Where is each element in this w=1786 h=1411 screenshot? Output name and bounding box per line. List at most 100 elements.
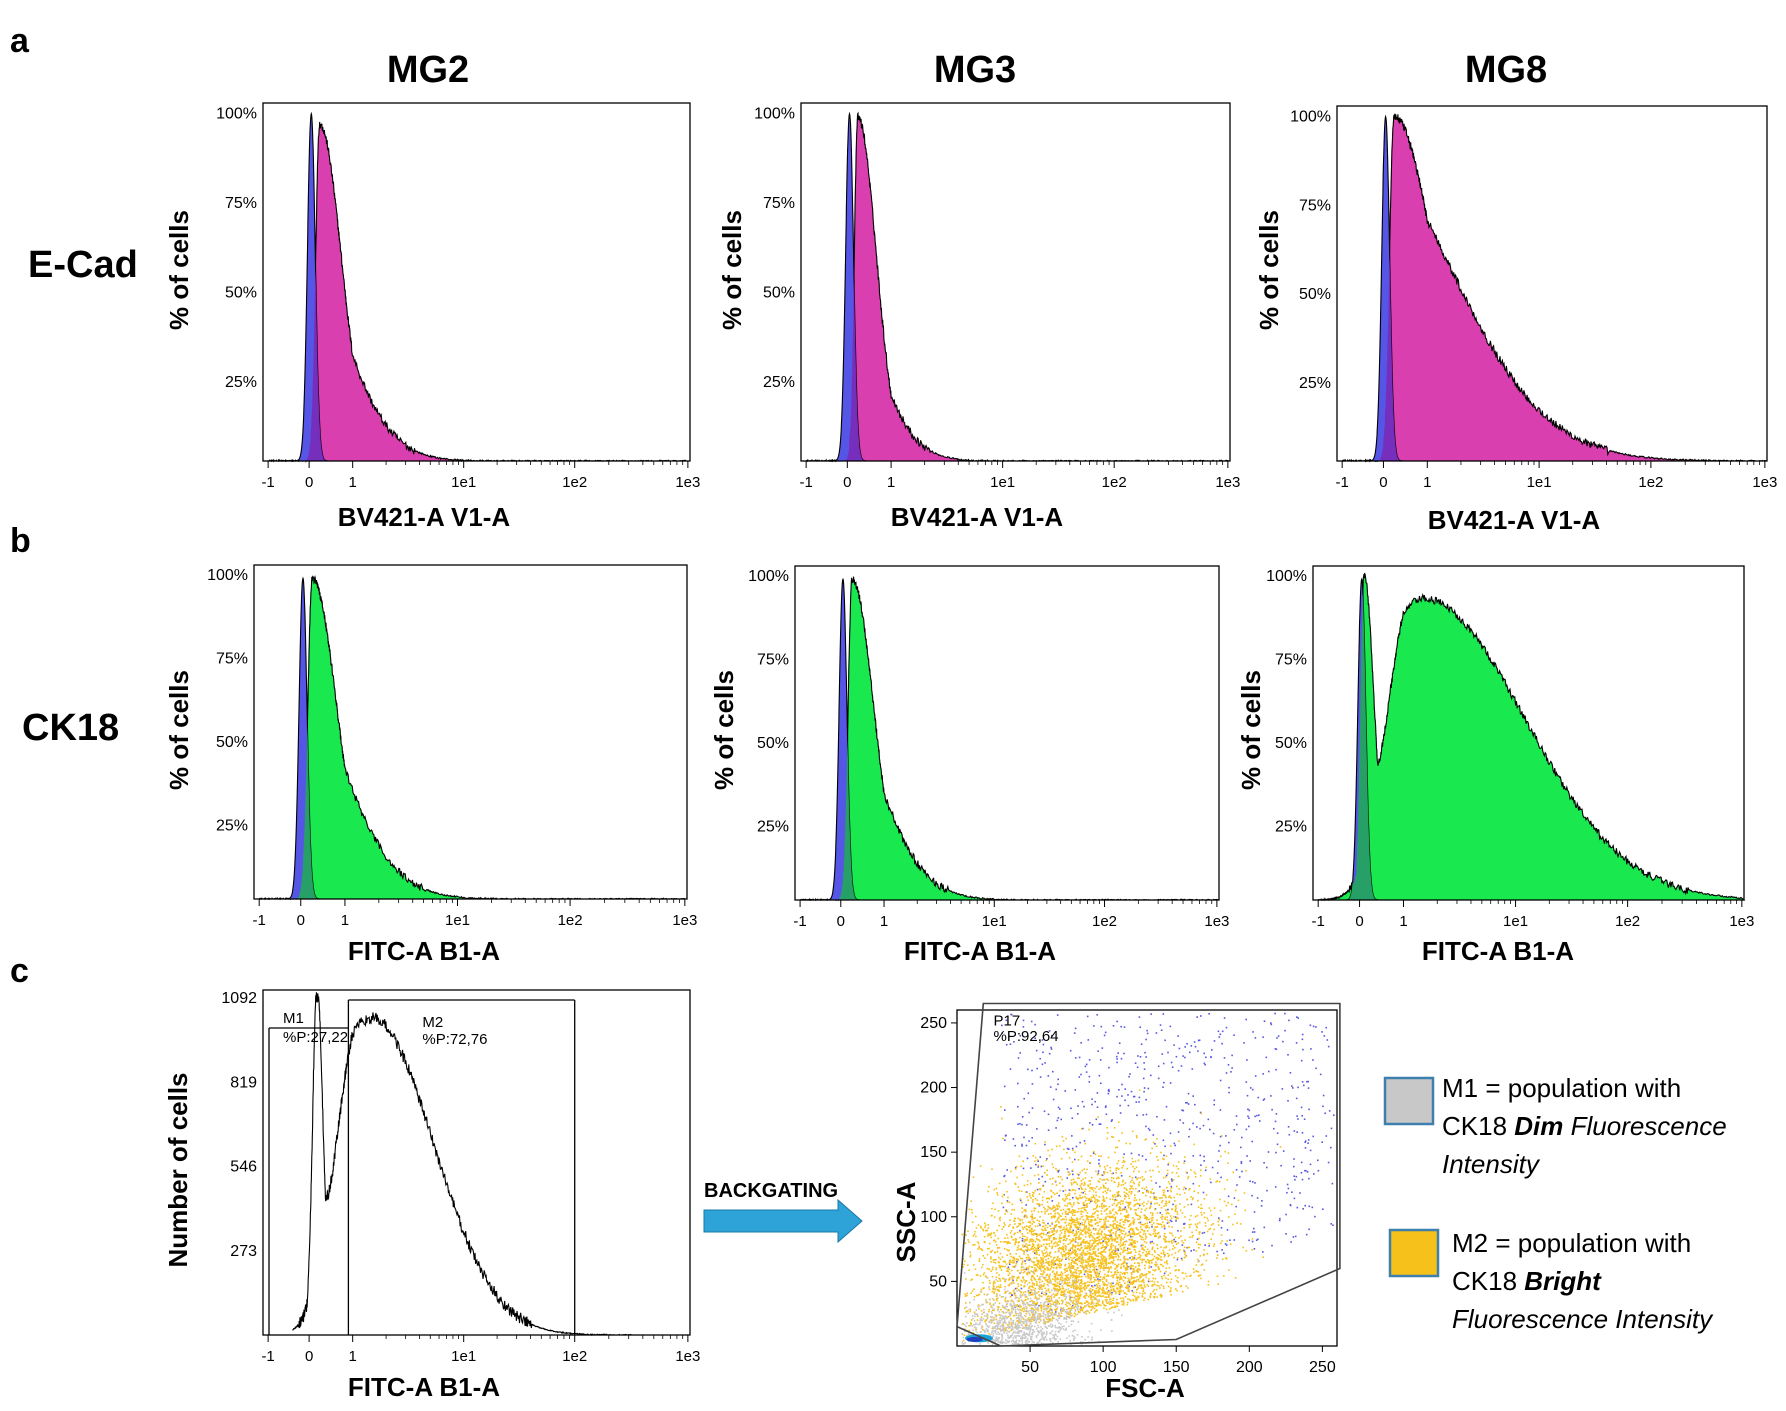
event-dot bbox=[1065, 1256, 1068, 1259]
event-dot bbox=[1073, 1032, 1076, 1034]
event-dot bbox=[1225, 1026, 1228, 1029]
event-dot bbox=[1045, 1304, 1048, 1307]
event-dot bbox=[1077, 1295, 1080, 1298]
x-tick-label: 1 bbox=[880, 913, 888, 930]
x-tick-label: 1e3 bbox=[675, 1348, 700, 1365]
x-axis-label: FITC-A B1-A bbox=[348, 936, 500, 966]
event-dot bbox=[1164, 1202, 1167, 1205]
event-dot bbox=[1014, 1294, 1017, 1297]
event-dot bbox=[1018, 1241, 1021, 1243]
event-dot bbox=[1014, 1240, 1017, 1242]
event-dot bbox=[1068, 1281, 1071, 1284]
event-dot bbox=[1322, 1094, 1325, 1097]
event-dot bbox=[1077, 1207, 1080, 1210]
event-dot bbox=[1294, 1178, 1296, 1181]
event-dot bbox=[1124, 1099, 1126, 1102]
event-dot bbox=[1029, 1238, 1031, 1241]
event-dot bbox=[1033, 1209, 1036, 1212]
event-dot bbox=[990, 1236, 993, 1239]
event-dot bbox=[1158, 1235, 1161, 1237]
event-dot bbox=[1056, 1289, 1058, 1292]
event-dot bbox=[1113, 1127, 1116, 1129]
event-dot bbox=[975, 1215, 977, 1218]
event-dot bbox=[1315, 1026, 1317, 1028]
event-dot bbox=[1151, 1259, 1153, 1262]
event-dot bbox=[1026, 1246, 1029, 1249]
event-dot bbox=[990, 1306, 992, 1308]
event-dot bbox=[1098, 1300, 1100, 1303]
event-dot bbox=[1065, 1258, 1067, 1260]
event-dot bbox=[1084, 1254, 1087, 1256]
event-dot bbox=[971, 1290, 974, 1292]
event-dot bbox=[1145, 1113, 1148, 1116]
event-dot bbox=[1020, 1165, 1022, 1168]
event-dot bbox=[1061, 1294, 1063, 1296]
event-dot bbox=[1042, 1257, 1044, 1260]
event-dot bbox=[1145, 1038, 1147, 1041]
event-dot bbox=[1032, 1217, 1035, 1220]
event-dot bbox=[1155, 1145, 1158, 1147]
event-dot bbox=[1131, 1185, 1133, 1188]
event-dot bbox=[1153, 1281, 1156, 1283]
event-dot bbox=[1191, 1236, 1193, 1238]
event-dot bbox=[980, 1248, 983, 1251]
event-dot bbox=[1029, 1229, 1031, 1232]
event-dot bbox=[1073, 1307, 1075, 1309]
event-dot bbox=[1107, 1215, 1109, 1218]
event-dot bbox=[991, 1290, 994, 1293]
event-dot bbox=[1150, 1190, 1152, 1193]
event-dot bbox=[1287, 1100, 1289, 1102]
y-axis-label: % of cells bbox=[164, 210, 194, 330]
event-dot bbox=[1101, 1179, 1104, 1181]
event-dot bbox=[1137, 1207, 1140, 1210]
event-dot bbox=[1159, 1185, 1161, 1188]
event-dot bbox=[1021, 1143, 1023, 1146]
x-tick-label: 0 bbox=[305, 1348, 313, 1365]
event-dot bbox=[1284, 1012, 1286, 1015]
event-dot bbox=[1093, 1280, 1095, 1283]
event-dot bbox=[1088, 1199, 1090, 1201]
event-dot bbox=[1131, 1191, 1133, 1193]
event-dot bbox=[1071, 1265, 1074, 1268]
y-tick-label: 50% bbox=[1299, 286, 1331, 303]
event-dot bbox=[1086, 1206, 1088, 1208]
event-dot bbox=[1168, 1196, 1170, 1198]
event-dot bbox=[1176, 1276, 1179, 1279]
event-dot bbox=[1078, 1298, 1080, 1301]
event-dot bbox=[1010, 1310, 1013, 1313]
event-dot bbox=[1096, 1198, 1099, 1201]
event-dot bbox=[1019, 1122, 1021, 1125]
event-dot bbox=[1247, 1115, 1249, 1118]
event-dot bbox=[1058, 1280, 1061, 1283]
event-dot bbox=[1090, 1199, 1092, 1201]
event-dot bbox=[1073, 1223, 1075, 1226]
event-dot bbox=[1055, 1274, 1057, 1276]
event-dot bbox=[1146, 1203, 1148, 1205]
event-dot bbox=[1206, 1253, 1209, 1255]
event-dot bbox=[1134, 1233, 1136, 1236]
event-dot bbox=[1109, 1170, 1112, 1172]
event-dot bbox=[1157, 1232, 1160, 1234]
event-dot bbox=[1207, 1118, 1210, 1121]
event-dot bbox=[1173, 1044, 1175, 1046]
event-dot bbox=[1133, 1270, 1136, 1273]
event-dot bbox=[1020, 1248, 1022, 1251]
event-dot bbox=[1134, 1211, 1137, 1214]
event-dot bbox=[1088, 1227, 1090, 1229]
event-dot bbox=[1030, 1320, 1033, 1323]
event-dot bbox=[1132, 1235, 1134, 1238]
event-dot bbox=[1017, 1283, 1019, 1285]
event-dot bbox=[1155, 1198, 1158, 1201]
event-dot bbox=[991, 1309, 994, 1311]
event-dot bbox=[1009, 1283, 1011, 1285]
event-dot bbox=[1023, 1097, 1025, 1100]
event-dot bbox=[1008, 1225, 1010, 1227]
event-dot bbox=[1058, 1236, 1061, 1238]
event-dot bbox=[1098, 1265, 1100, 1268]
event-dot bbox=[1198, 1233, 1201, 1235]
event-dot bbox=[1117, 1249, 1120, 1252]
event-dot bbox=[1170, 1152, 1172, 1155]
event-dot bbox=[1106, 1245, 1108, 1247]
event-dot bbox=[1255, 1239, 1258, 1241]
event-dot bbox=[1176, 1211, 1178, 1213]
